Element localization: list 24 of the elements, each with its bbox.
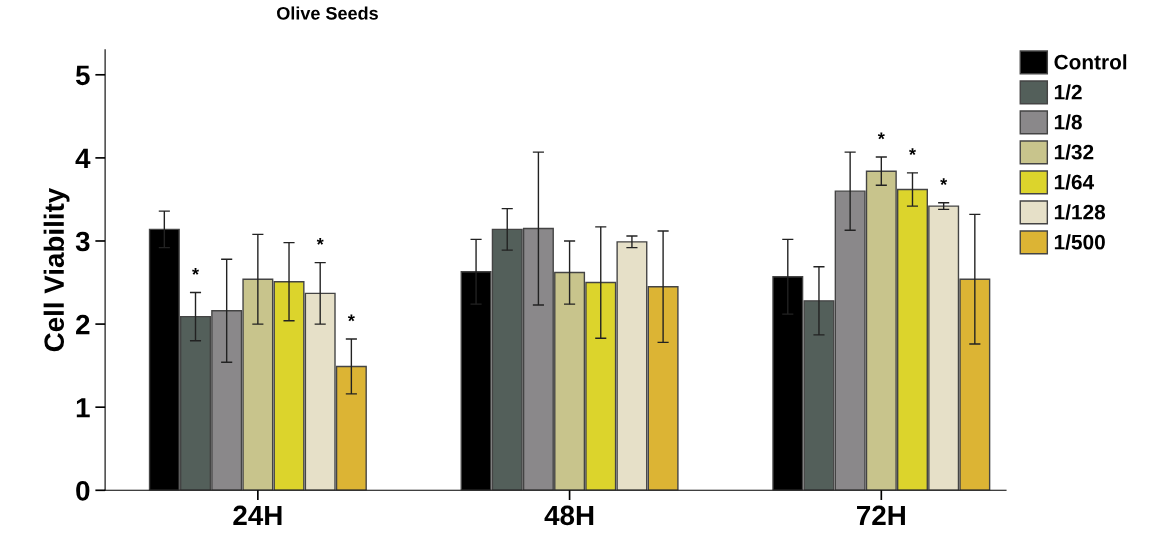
y-axis-title: Cell Viability bbox=[43, 187, 70, 352]
data-label: * bbox=[909, 148, 916, 156]
legend-label: 1/32 bbox=[1054, 144, 1094, 160]
data-label: * bbox=[192, 268, 199, 275]
legend-label: 1/64 bbox=[1054, 174, 1095, 190]
data-label: * bbox=[940, 178, 948, 185]
y-tick-label: 0 bbox=[76, 480, 90, 501]
chart-title: Olive Seeds bbox=[277, 6, 378, 20]
legend-label: 1/8 bbox=[1054, 114, 1082, 130]
data-label: * bbox=[877, 132, 885, 140]
x-tick-label: 48H bbox=[544, 505, 594, 526]
y-tick-label: 1 bbox=[76, 398, 90, 418]
y-tick-label: 5 bbox=[75, 65, 90, 86]
data-label: * bbox=[316, 238, 324, 245]
y-tick-label: 2 bbox=[76, 314, 90, 335]
x-tick-label: 72H bbox=[857, 505, 905, 525]
y-tick-label: 4 bbox=[75, 148, 91, 168]
legend-label: 1/128 bbox=[1054, 204, 1106, 220]
y-tick-label: 3 bbox=[75, 231, 90, 252]
x-tick-label: 24H bbox=[233, 505, 282, 525]
data-label: * bbox=[347, 314, 355, 322]
legend-label: 1/2 bbox=[1054, 84, 1082, 100]
legend-label: 1/500 bbox=[1054, 234, 1105, 250]
legend-label: Control bbox=[1054, 54, 1127, 70]
